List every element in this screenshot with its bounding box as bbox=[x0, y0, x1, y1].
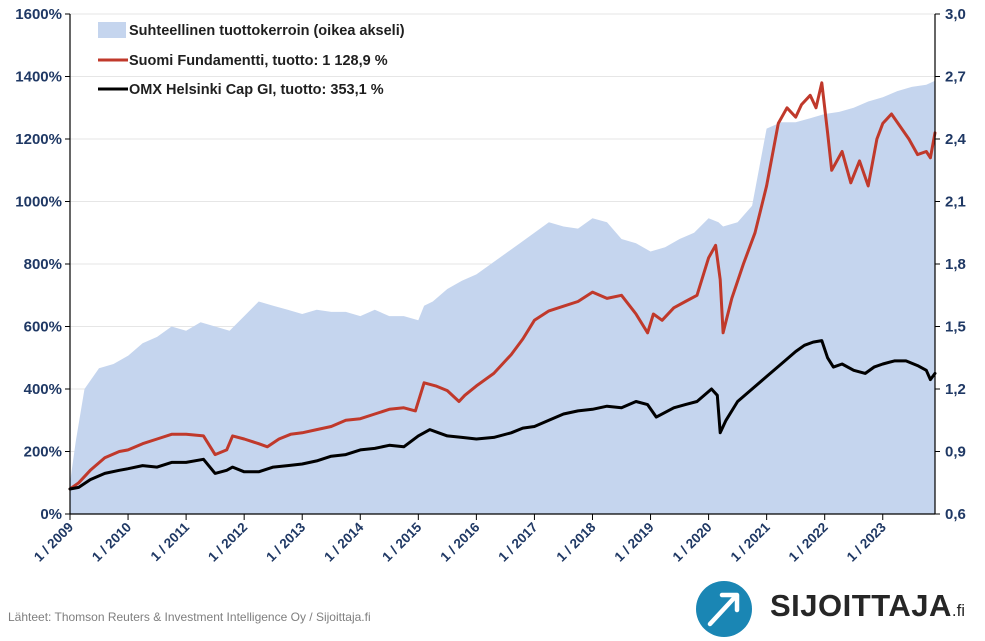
left-tick-label: 1600% bbox=[15, 6, 62, 23]
left-y-axis: 0% 200% 400% 600% 800% 1000% 1200% 1400% 1600% bbox=[15, 6, 70, 523]
series-line-suomi-fundamentti bbox=[68, 81, 937, 491]
left-tick-label: 1000% bbox=[15, 194, 62, 211]
left-tick-label: 800% bbox=[24, 256, 62, 273]
legend-label: OMX Helsinki Cap GI, tuotto: 353,1 % bbox=[129, 82, 384, 98]
left-tick-label: 600% bbox=[24, 319, 62, 336]
x-axis: 1 / 2009 1 / 2010 1 / 2011 1 / 2012 1 / 2013… bbox=[31, 514, 889, 565]
right-tick-label: 0,6 bbox=[945, 506, 966, 523]
x-tick-label: 1 / 2014 bbox=[321, 519, 366, 564]
right-y-axis: 0,6 0,9 1,2 1,5 1,8 2,1 2,4 2,7 3,0 bbox=[935, 6, 967, 523]
legend-label: Suomi Fundamentti, tuotto: 1 128,9 % bbox=[129, 53, 388, 69]
line-layer bbox=[68, 81, 937, 491]
legend-label: Suhteellinen tuottokerroin (oikea akseli… bbox=[129, 23, 405, 39]
x-tick-label: 1 / 2018 bbox=[553, 519, 598, 564]
series-area-relative-return bbox=[70, 80, 935, 514]
series-line-omx-helsinki bbox=[68, 339, 937, 491]
legend: Suhteellinen tuottokerroin (oikea akseli… bbox=[98, 22, 405, 98]
left-tick-label: 400% bbox=[24, 381, 62, 398]
x-tick-label: 1 / 2009 bbox=[31, 520, 76, 565]
right-tick-label: 2,7 bbox=[945, 69, 966, 86]
right-tick-label: 1,5 bbox=[945, 319, 966, 336]
x-tick-label: 1 / 2023 bbox=[844, 519, 889, 564]
x-tick-label: 1 / 2012 bbox=[205, 520, 250, 565]
brand-name: SIJOITTAJA.fi bbox=[770, 588, 965, 624]
area-layer bbox=[70, 80, 935, 514]
right-tick-label: 1,2 bbox=[945, 381, 966, 398]
x-tick-label: 1 / 2016 bbox=[437, 519, 482, 564]
x-tick-label: 1 / 2013 bbox=[263, 519, 308, 564]
x-tick-label: 1 / 2011 bbox=[148, 519, 193, 564]
brand-logo-icon bbox=[696, 581, 752, 637]
right-tick-label: 2,1 bbox=[945, 194, 966, 211]
x-tick-label: 1 / 2021 bbox=[728, 519, 773, 564]
x-tick-label: 1 / 2022 bbox=[786, 520, 831, 565]
right-tick-label: 2,4 bbox=[945, 131, 967, 148]
legend-swatch bbox=[98, 22, 126, 38]
right-tick-label: 3,0 bbox=[945, 6, 966, 23]
x-tick-label: 1 / 2010 bbox=[89, 520, 134, 565]
left-tick-label: 1200% bbox=[15, 131, 62, 148]
x-tick-label: 1 / 2019 bbox=[612, 520, 657, 565]
left-tick-label: 200% bbox=[24, 444, 62, 461]
left-tick-label: 1400% bbox=[15, 69, 62, 86]
brand-tld: .fi bbox=[951, 601, 966, 620]
x-tick-label: 1 / 2017 bbox=[495, 520, 540, 565]
x-tick-label: 1 / 2015 bbox=[379, 519, 424, 564]
brand-logo: SIJOITTAJA.fi bbox=[694, 580, 979, 638]
right-tick-label: 1,8 bbox=[945, 256, 966, 273]
left-tick-label: 0% bbox=[40, 506, 62, 523]
x-tick-label: 1 / 2020 bbox=[670, 520, 715, 565]
right-tick-label: 0,9 bbox=[945, 444, 966, 461]
brand-name-text: SIJOITTAJA bbox=[770, 588, 952, 623]
source-note: Lähteet: Thomson Reuters & Investment In… bbox=[8, 610, 371, 624]
